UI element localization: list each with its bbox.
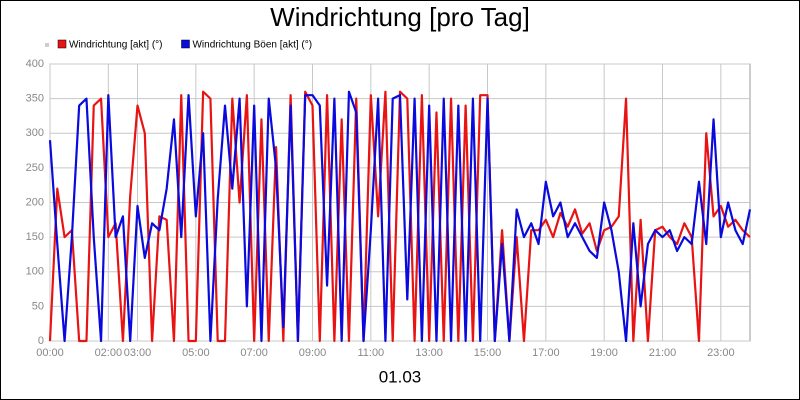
- legend-swatch: [57, 39, 67, 49]
- x-tick-label: 09:00: [299, 347, 327, 359]
- x-tick-label: 21:00: [649, 347, 677, 359]
- chart-title: Windrichtung [pro Tag]: [270, 2, 530, 32]
- x-tick-label: 23:00: [707, 347, 735, 359]
- x-tick-label: 02:00: [95, 347, 123, 359]
- y-tick-label: 350: [26, 93, 44, 105]
- x-tick-label: 03:00: [124, 347, 152, 359]
- y-tick-label: 100: [26, 266, 44, 278]
- y-tick-label: 50: [32, 300, 44, 312]
- legend-label: Windrichtung Böen [akt] (°): [192, 40, 312, 51]
- legend-icon: [45, 43, 49, 47]
- x-tick-label: 19:00: [590, 347, 618, 359]
- y-tick-label: 200: [26, 196, 44, 208]
- x-axis-label: 01.03: [379, 367, 422, 386]
- x-tick-label: 00:00: [36, 347, 64, 359]
- y-tick-label: 150: [26, 231, 44, 243]
- data-line: [48, 90, 752, 343]
- y-tick-label: 0: [38, 335, 44, 347]
- y-tick-label: 400: [26, 58, 44, 70]
- legend-label: Windrichtung [akt] (°): [69, 40, 162, 51]
- y-tick-label: 250: [26, 162, 44, 174]
- data-line: [48, 90, 751, 343]
- x-tick-label: 07:00: [240, 347, 268, 359]
- legend-swatch: [181, 39, 190, 49]
- x-tick-label: 13:00: [415, 347, 443, 359]
- x-tick-label: 11:00: [357, 347, 384, 359]
- x-tick-label: 15:00: [474, 347, 502, 359]
- y-tick-label: 300: [26, 127, 44, 139]
- x-tick-label: 05:00: [182, 347, 210, 359]
- x-tick-label: 17:00: [532, 347, 560, 359]
